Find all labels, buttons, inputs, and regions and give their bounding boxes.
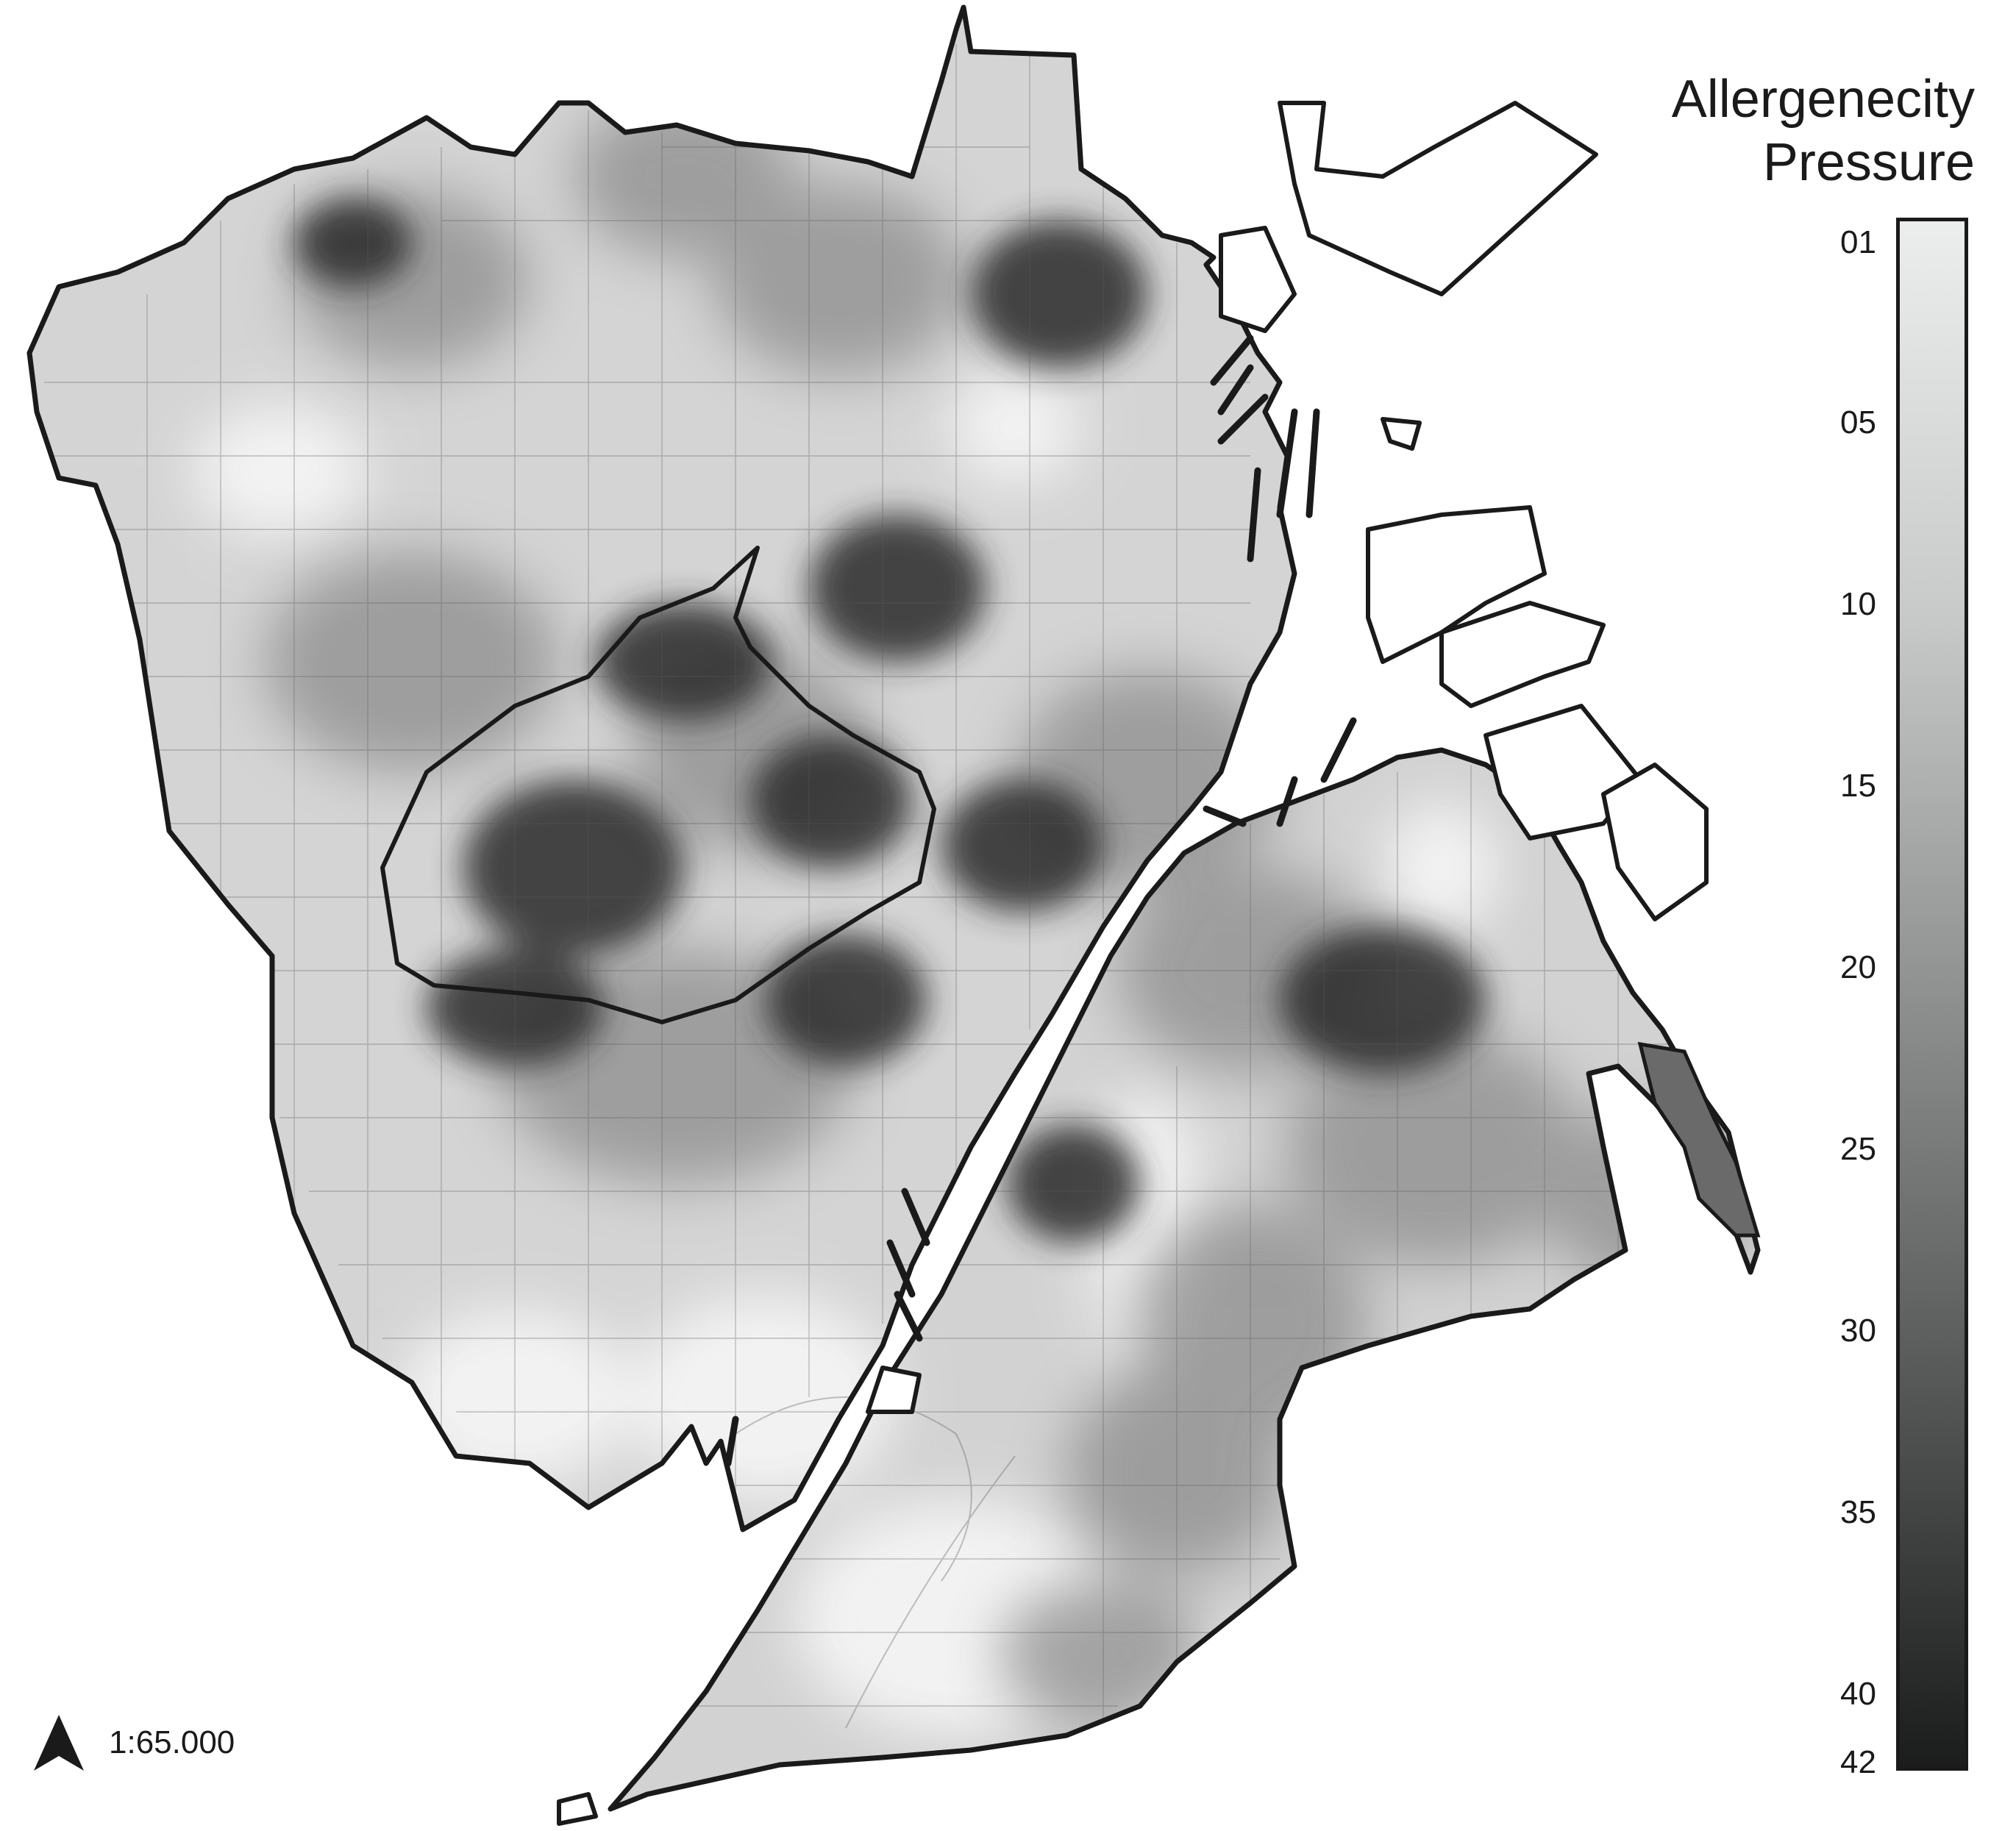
legend-title-line2: Pressure	[1762, 133, 1975, 192]
piers	[724, 335, 1357, 1467]
legend-tick-label: 40	[1840, 1676, 1876, 1712]
north-arrow-icon	[34, 1715, 84, 1771]
harbour-outlines	[557, 101, 1709, 1826]
peninsula	[1637, 1041, 1761, 1238]
legend-tick-label: 20	[1840, 949, 1876, 985]
map-scale: 1:65.000	[109, 1724, 235, 1760]
legend-color-ramp	[1896, 218, 1968, 1771]
legend-tick-label: 05	[1840, 404, 1876, 440]
legend-title: Allergenecity Pressure	[1672, 68, 1975, 194]
legend-tick-label: 10	[1840, 586, 1876, 622]
district-outline	[380, 546, 936, 1024]
legend-tick-label: 30	[1840, 1313, 1876, 1349]
pressure-surface	[191, 96, 1750, 1750]
legend-tick-label: 15	[1840, 768, 1876, 804]
legend-title-line1: Allergenecity	[1671, 70, 1975, 129]
legend-tick-label: 25	[1840, 1131, 1876, 1167]
legend-tick-label: 42	[1840, 1744, 1876, 1780]
legend-tick-label: 35	[1840, 1494, 1876, 1530]
legend-tick-label: 01	[1840, 224, 1876, 260]
